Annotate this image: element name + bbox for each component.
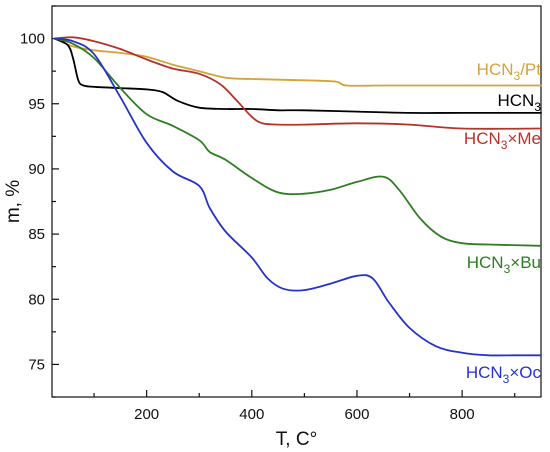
y-tick-label: 80: [28, 291, 45, 308]
series-line-hcn3-pt: [53, 37, 542, 87]
series-line-hcn3-bu: [53, 37, 542, 247]
y-tick-label: 85: [28, 226, 45, 243]
y-axis-title: m, %: [3, 180, 24, 223]
x-tick-label: 800: [450, 406, 475, 423]
y-tick-label: 95: [28, 96, 45, 113]
plot-frame: [51, 5, 542, 398]
ticks-layer: 200 400 600 800 75 80 85 90 95 100: [20, 5, 516, 423]
x-axis-title: T, C°: [276, 429, 317, 450]
labels-layer: HCN3/Pt HCN3 HCN3×Me HCN3×Bu HCN3×Oc: [464, 60, 542, 386]
series-line-hcn3-oc: [53, 37, 542, 357]
y-tick-label: 100: [20, 31, 45, 48]
series-label-hcn3-me: HCN3×Me: [464, 129, 541, 152]
series-line-hcn3-me: [53, 36, 542, 130]
series-layer: [53, 36, 542, 357]
x-tick-label: 400: [239, 406, 264, 423]
x-tick-label: 600: [344, 406, 369, 423]
series-line-hcn3: [53, 37, 542, 114]
series-label-hcn3-pt: HCN3/Pt: [477, 60, 542, 83]
y-tick-label: 75: [28, 356, 45, 373]
series-label-hcn3-oc: HCN3×Oc: [466, 363, 542, 386]
series-label-hcn3-bu: HCN3×Bu: [467, 253, 541, 276]
y-tick-label: 90: [28, 161, 45, 178]
series-label-hcn3: HCN3: [497, 91, 541, 114]
x-tick-label: 200: [134, 406, 159, 423]
